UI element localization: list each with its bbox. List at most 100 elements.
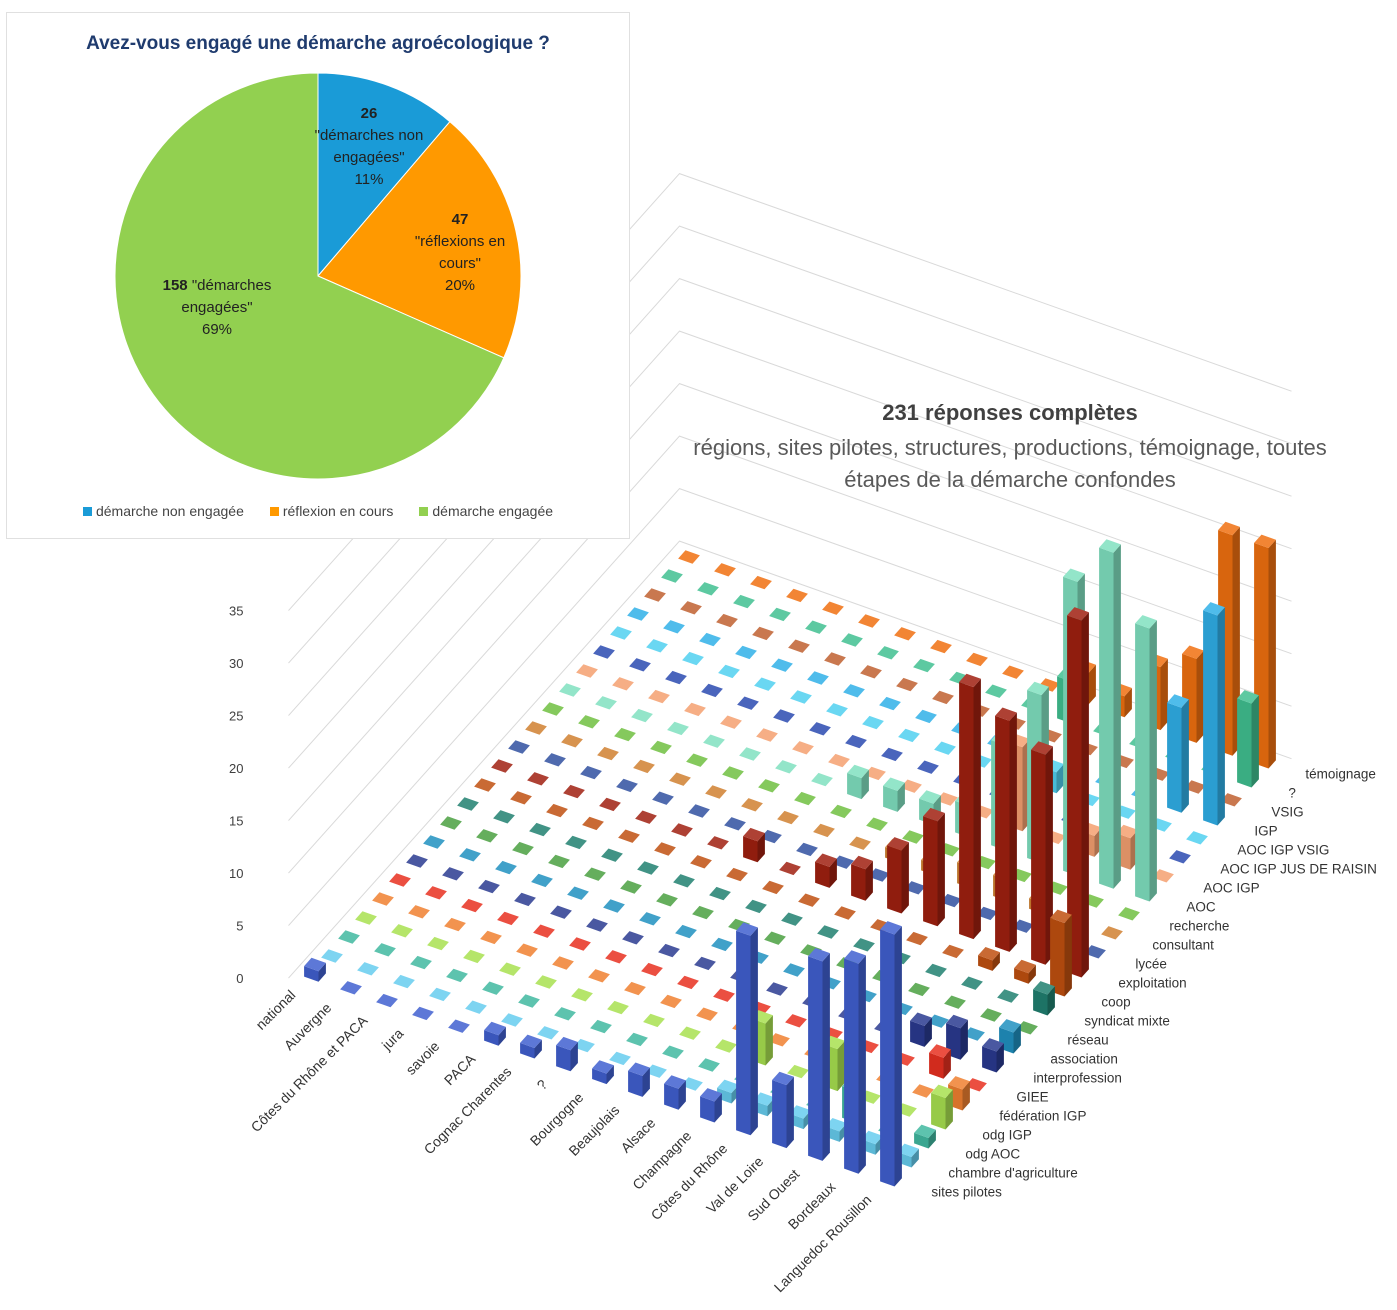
bar-top	[645, 1064, 667, 1078]
bar-top	[919, 790, 941, 804]
bar	[592, 1060, 614, 1085]
bar-front	[887, 845, 902, 914]
bar	[917, 760, 939, 774]
bar-top	[773, 709, 795, 723]
bar-top	[376, 993, 398, 1008]
bar	[372, 892, 394, 906]
bar-top	[845, 734, 867, 749]
bar	[714, 563, 736, 577]
bar	[633, 759, 655, 774]
bar-top	[946, 1014, 968, 1029]
bar-top	[412, 1006, 434, 1021]
bar	[427, 936, 449, 951]
bar	[546, 803, 568, 818]
bar-top	[936, 792, 958, 806]
bar-top	[1203, 602, 1225, 616]
bar-top	[752, 626, 774, 641]
bar	[715, 1039, 737, 1053]
bar-top	[1031, 741, 1053, 755]
bar-side	[570, 1042, 578, 1072]
bar	[520, 1034, 542, 1059]
bar	[374, 943, 396, 957]
bar-top	[338, 930, 360, 944]
bar	[700, 1088, 722, 1123]
bar	[694, 956, 716, 971]
bar-top	[652, 791, 674, 805]
bar	[533, 924, 555, 938]
bar	[508, 740, 530, 754]
bar	[412, 1006, 434, 1021]
bar	[681, 1077, 703, 1091]
bar-top	[813, 823, 835, 838]
series-label: syndicat mixte	[1084, 1013, 1170, 1028]
bar-top	[822, 601, 844, 615]
bar	[699, 632, 721, 647]
bar	[690, 855, 712, 869]
bar-top	[661, 569, 683, 583]
bar	[576, 664, 598, 678]
bar	[646, 639, 668, 653]
legend-item: démarche non engagée	[82, 503, 244, 519]
bar-top	[718, 664, 740, 679]
bar	[769, 607, 791, 622]
bar-top	[923, 807, 945, 822]
bar	[1002, 665, 1024, 679]
bar-top	[792, 741, 814, 755]
bar-side	[642, 1067, 650, 1097]
bar	[841, 633, 863, 647]
bar-top	[914, 1124, 936, 1138]
bar	[688, 804, 710, 818]
bar	[808, 948, 830, 1161]
bar-top	[883, 777, 905, 791]
bar-side	[897, 782, 905, 812]
bar	[887, 837, 909, 914]
bar-top	[929, 1044, 951, 1058]
bar	[809, 722, 831, 736]
pie-card: Avez-vous engagé une démarche agroécolog…	[6, 12, 630, 539]
bar-top	[834, 906, 856, 920]
bar-top	[525, 721, 547, 735]
bar	[603, 899, 625, 913]
bar-top	[678, 550, 700, 564]
bar-top	[1012, 919, 1034, 933]
bar	[713, 988, 735, 1002]
bar	[542, 702, 564, 716]
bar	[963, 1027, 985, 1041]
bar-top	[853, 938, 875, 952]
bar	[900, 779, 922, 793]
x-tick-label: Cognac Charentes	[421, 1064, 515, 1158]
bar-top	[1033, 981, 1055, 995]
slice-percent: 20%	[444, 277, 476, 294]
z-tick-label: 30	[229, 656, 243, 671]
bar-top	[573, 1038, 595, 1053]
bar	[567, 886, 589, 900]
bar-top	[607, 1000, 629, 1015]
bar	[673, 874, 695, 888]
bar-top	[559, 683, 581, 697]
bar-top	[860, 665, 882, 679]
bar	[796, 842, 818, 857]
bar	[1118, 907, 1140, 921]
bar	[667, 721, 689, 736]
bar-top	[737, 696, 759, 710]
bar	[743, 827, 765, 863]
bar-top	[777, 810, 799, 825]
bar-side	[865, 860, 873, 901]
bar-top	[997, 989, 1019, 1003]
bar-top	[750, 575, 772, 590]
bar	[671, 823, 693, 837]
z-tick-label: 15	[229, 814, 243, 829]
bar	[535, 975, 557, 989]
bar-front	[664, 1083, 679, 1110]
bar	[622, 931, 644, 945]
bar-side	[937, 813, 945, 927]
bar	[527, 772, 549, 786]
bar-top	[518, 994, 540, 1008]
bar	[573, 1038, 595, 1053]
bar	[936, 792, 958, 806]
bar-top	[656, 893, 678, 907]
bar	[544, 753, 566, 767]
bar	[756, 728, 778, 742]
bar-top	[626, 1032, 648, 1047]
bar-top	[563, 784, 585, 799]
